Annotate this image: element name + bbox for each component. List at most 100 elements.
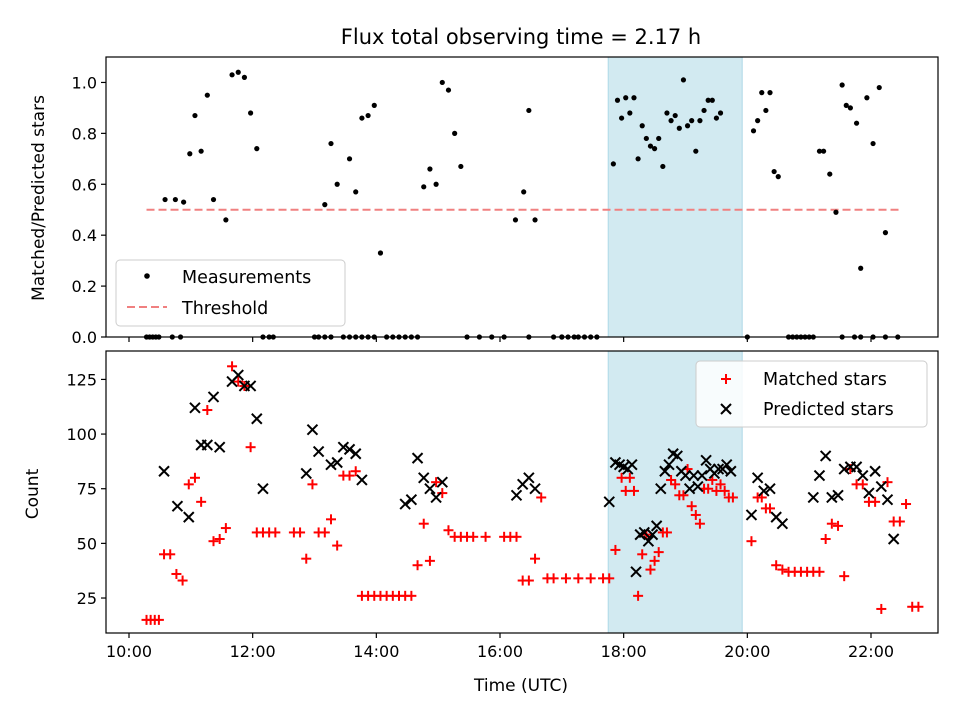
x-tick-label: 14:00	[353, 642, 399, 661]
matched-star-point	[431, 477, 442, 488]
measurement-point	[635, 156, 641, 162]
bottom-y-tick-label: 25	[77, 589, 97, 608]
measurement-point	[433, 181, 439, 187]
x-tick-label: 22:00	[848, 642, 894, 661]
predicted-star-point	[232, 369, 244, 381]
predicted-star-point	[251, 413, 263, 425]
measurement-point	[693, 148, 699, 154]
matched-star-point	[202, 405, 213, 416]
measurement-point	[627, 110, 633, 116]
predicted-star-point	[659, 465, 671, 477]
measurement-point	[521, 189, 527, 195]
bottom-axes-frame	[105, 350, 939, 634]
matched-star-point	[839, 571, 850, 582]
measurement-point	[614, 97, 621, 103]
measurement-point	[839, 82, 845, 88]
predicted-star-point	[418, 472, 430, 484]
matched-star-point	[468, 531, 479, 542]
measurement-point	[198, 148, 204, 154]
matched-star-point	[196, 496, 207, 507]
top-y-tick-label: 0.8	[72, 124, 97, 143]
predicted-star-point	[751, 472, 764, 484]
matched-star-point	[894, 516, 905, 527]
predicted-star-point	[826, 491, 838, 504]
bottom-y-tick-label: 50	[77, 534, 97, 553]
measurement-point	[775, 174, 781, 180]
matched-star-point	[189, 472, 200, 483]
predicted-star-point	[213, 441, 226, 453]
measurement-point	[750, 128, 757, 134]
matched-star-point	[412, 560, 423, 571]
measurement-point	[759, 90, 765, 96]
predicted-star-point	[832, 489, 844, 501]
measurement-point	[676, 125, 682, 131]
predicted-star-point	[712, 463, 725, 475]
measurement-point	[684, 123, 691, 129]
predicted-star-point	[671, 450, 683, 462]
matched-star-point	[443, 525, 454, 536]
matched-star-point	[686, 501, 697, 512]
measurement-point	[328, 140, 334, 147]
matched-star-point	[301, 553, 312, 564]
matched-star-point	[746, 536, 757, 547]
matched-star-point	[548, 573, 559, 584]
matched-star-point	[777, 564, 788, 575]
matched-star-point	[678, 490, 689, 501]
measurement-point	[876, 84, 882, 91]
measurement-point	[210, 196, 217, 203]
bottom-marks	[141, 361, 924, 625]
matched-star-point	[670, 479, 681, 490]
predicted-star-point	[650, 520, 663, 532]
measurement-point	[660, 163, 666, 170]
matched-star-point	[645, 564, 656, 575]
measurement-point	[235, 69, 241, 75]
x-tick-label: 16:00	[477, 642, 523, 661]
measurement-point	[619, 115, 625, 121]
measurement-point	[458, 163, 464, 170]
top-axes-frame	[105, 56, 939, 338]
matched-star-point	[307, 479, 318, 490]
matched-star-point	[183, 479, 194, 490]
measurement-point	[820, 148, 827, 154]
x-tick-label: 10:00	[106, 642, 152, 661]
predicted-star-point	[764, 483, 776, 495]
predicted-star-point	[663, 458, 675, 471]
top-y-tick-label: 0.6	[72, 175, 97, 194]
matched-star-point	[270, 527, 281, 538]
measurement-point	[223, 217, 229, 223]
predicted-star-point	[838, 463, 850, 475]
predicted-star-point	[306, 423, 319, 436]
predicted-star-point	[171, 500, 184, 512]
matched-star-point	[424, 555, 435, 566]
measurement-point	[853, 120, 860, 126]
measurement-point	[452, 130, 458, 136]
matched-star-point	[876, 603, 887, 614]
measurement-point	[241, 74, 248, 80]
measurement-point	[668, 118, 674, 124]
measurement-point	[701, 107, 707, 114]
bottom-y-tick-label: 100	[66, 425, 97, 444]
predicted-star-point	[725, 465, 737, 477]
predicted-star-point	[158, 465, 170, 477]
top-legend: Measurements Threshold	[115, 259, 346, 327]
measurement-point	[816, 148, 823, 154]
predicted-star-point	[405, 493, 418, 506]
predicted-star-point	[189, 402, 201, 414]
predicted-star-point	[430, 491, 442, 504]
predicted-star-point	[813, 469, 826, 482]
predicted-star-point	[350, 448, 362, 460]
matched-star-point	[771, 560, 782, 571]
bottom-legend: Matched stars Predicted stars	[695, 360, 928, 428]
measurement-point	[359, 115, 365, 121]
top-y-axis-label: Matched/Predicted stars	[29, 95, 49, 301]
matched-star-point	[604, 573, 615, 584]
matched-star-point	[245, 442, 256, 453]
predicted-star-point	[300, 467, 312, 480]
matched-star-point	[350, 466, 361, 477]
measurement-point	[864, 95, 870, 101]
matched-star-point	[227, 361, 238, 372]
predicted-star-point	[745, 509, 758, 521]
matched-star-point	[319, 527, 330, 538]
matched-star-point	[610, 544, 621, 555]
